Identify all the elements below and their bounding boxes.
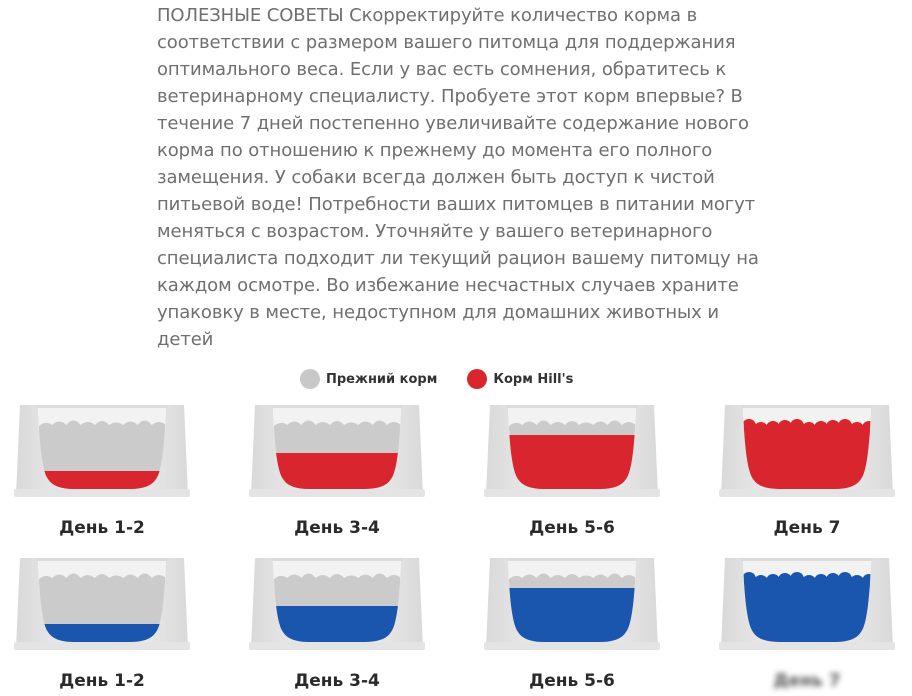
legend-label-new-food: Корм Hill's [493,371,574,387]
bowl-illustration [484,558,660,650]
day-label-row2-3: День 5-6 [529,671,615,691]
legend-label-old-food: Прежний корм [326,371,438,387]
day-label-row2-4: День 7 [773,671,841,691]
day-label-row2-2: День 3-4 [294,671,380,691]
bowl-illustration [14,405,190,497]
legend: Прежний корм Корм Hill's [300,367,603,391]
old-food-dot [300,369,320,389]
feeding-advice-text: ПОЛЕЗНЫЕ СОВЕТЫ Скорректируйте количеств… [157,5,759,350]
bowl-row1-day7 [717,403,897,497]
day-label-row1-3: День 5-6 [529,518,615,538]
new-food-dot [467,369,488,389]
legend-item-old-food: Прежний корм [300,369,437,389]
bowl-illustration [719,405,895,497]
bowl-illustration [249,405,425,497]
bowl-illustration [14,558,190,650]
day-label-row1-2: День 3-4 [294,518,380,538]
bowl-row1-day1-2 [12,403,192,497]
bowl-row2-day3-4 [247,556,427,650]
bowl-illustration [484,405,660,497]
bowl-row1-day5-6 [482,403,662,497]
bowl-illustration [249,558,425,650]
day-label-row1-4: День 7 [773,518,841,538]
bowl-illustration [719,558,895,650]
bowl-row2-day1-2 [12,556,192,650]
bowl-row2-day5-6 [482,556,662,650]
bowl-row1-day3-4 [247,403,427,497]
legend-item-new-food: Корм Hill's [467,369,573,389]
day-label-row2-1: День 1-2 [59,671,145,691]
day-label-row1-1: День 1-2 [59,518,145,538]
bowl-row2-day7 [717,556,897,650]
